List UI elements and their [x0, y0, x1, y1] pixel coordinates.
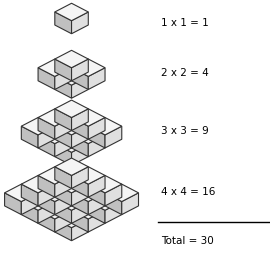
- Polygon shape: [72, 184, 105, 202]
- Polygon shape: [38, 202, 55, 223]
- Polygon shape: [105, 193, 122, 215]
- Polygon shape: [38, 210, 55, 232]
- Polygon shape: [88, 175, 122, 193]
- Polygon shape: [21, 126, 38, 148]
- Polygon shape: [88, 184, 105, 206]
- Polygon shape: [55, 135, 72, 157]
- Text: 2 x 2 = 4: 2 x 2 = 4: [161, 69, 208, 78]
- Polygon shape: [21, 175, 55, 193]
- Polygon shape: [88, 202, 105, 223]
- Polygon shape: [21, 184, 38, 206]
- Polygon shape: [38, 175, 55, 197]
- Polygon shape: [55, 3, 88, 21]
- Polygon shape: [38, 193, 55, 215]
- Polygon shape: [72, 184, 88, 206]
- Polygon shape: [55, 210, 88, 228]
- Polygon shape: [55, 118, 72, 139]
- Polygon shape: [21, 193, 55, 210]
- Polygon shape: [72, 76, 88, 98]
- Polygon shape: [55, 193, 72, 215]
- Polygon shape: [55, 144, 72, 165]
- Polygon shape: [88, 210, 105, 232]
- Text: 3 x 3 = 9: 3 x 3 = 9: [161, 126, 208, 135]
- Polygon shape: [55, 210, 72, 232]
- Polygon shape: [72, 109, 105, 126]
- Polygon shape: [72, 202, 105, 219]
- Polygon shape: [55, 68, 88, 85]
- Polygon shape: [55, 202, 72, 223]
- Polygon shape: [72, 126, 105, 144]
- Polygon shape: [88, 135, 105, 157]
- Polygon shape: [55, 118, 88, 135]
- Polygon shape: [72, 109, 88, 131]
- Text: 4 x 4 = 16: 4 x 4 = 16: [161, 187, 215, 197]
- Polygon shape: [38, 184, 55, 206]
- Polygon shape: [88, 126, 105, 148]
- Polygon shape: [88, 68, 105, 89]
- Polygon shape: [21, 118, 55, 135]
- Polygon shape: [88, 175, 105, 197]
- Polygon shape: [38, 68, 55, 89]
- Polygon shape: [21, 202, 38, 223]
- Polygon shape: [55, 175, 72, 197]
- Polygon shape: [55, 126, 72, 148]
- Polygon shape: [72, 167, 105, 184]
- Polygon shape: [72, 59, 88, 81]
- Polygon shape: [72, 210, 88, 232]
- Polygon shape: [105, 202, 122, 223]
- Polygon shape: [38, 202, 72, 219]
- Polygon shape: [72, 118, 88, 139]
- Polygon shape: [55, 100, 88, 118]
- Polygon shape: [55, 12, 72, 34]
- Polygon shape: [55, 135, 88, 152]
- Polygon shape: [105, 184, 139, 202]
- Polygon shape: [55, 219, 72, 241]
- Polygon shape: [55, 175, 88, 193]
- Polygon shape: [88, 118, 105, 139]
- Polygon shape: [122, 193, 139, 215]
- Polygon shape: [105, 184, 122, 206]
- Polygon shape: [38, 109, 72, 126]
- Polygon shape: [55, 76, 72, 98]
- Polygon shape: [5, 184, 38, 202]
- Polygon shape: [55, 167, 72, 188]
- Polygon shape: [72, 135, 88, 157]
- Polygon shape: [72, 68, 88, 89]
- Polygon shape: [72, 12, 88, 34]
- Polygon shape: [105, 126, 122, 148]
- Polygon shape: [72, 175, 88, 197]
- Text: 1 x 1 = 1: 1 x 1 = 1: [161, 18, 208, 28]
- Text: Total = 30: Total = 30: [161, 236, 213, 246]
- Polygon shape: [55, 109, 72, 131]
- Polygon shape: [55, 184, 72, 206]
- Polygon shape: [72, 59, 105, 76]
- Polygon shape: [55, 158, 88, 175]
- Polygon shape: [38, 118, 55, 139]
- Polygon shape: [55, 50, 88, 68]
- Polygon shape: [55, 193, 88, 210]
- Polygon shape: [72, 202, 88, 223]
- Polygon shape: [38, 184, 72, 202]
- Polygon shape: [38, 167, 72, 184]
- Polygon shape: [38, 135, 55, 157]
- Polygon shape: [88, 193, 122, 210]
- Polygon shape: [72, 126, 88, 148]
- Polygon shape: [72, 193, 88, 215]
- Polygon shape: [88, 118, 122, 135]
- Polygon shape: [38, 59, 72, 76]
- Polygon shape: [72, 167, 88, 188]
- Polygon shape: [88, 193, 105, 215]
- Polygon shape: [55, 59, 72, 81]
- Polygon shape: [55, 68, 72, 89]
- Polygon shape: [72, 144, 88, 165]
- Polygon shape: [5, 193, 21, 215]
- Polygon shape: [38, 126, 55, 148]
- Polygon shape: [21, 193, 38, 215]
- Polygon shape: [38, 126, 72, 144]
- Polygon shape: [72, 219, 88, 241]
